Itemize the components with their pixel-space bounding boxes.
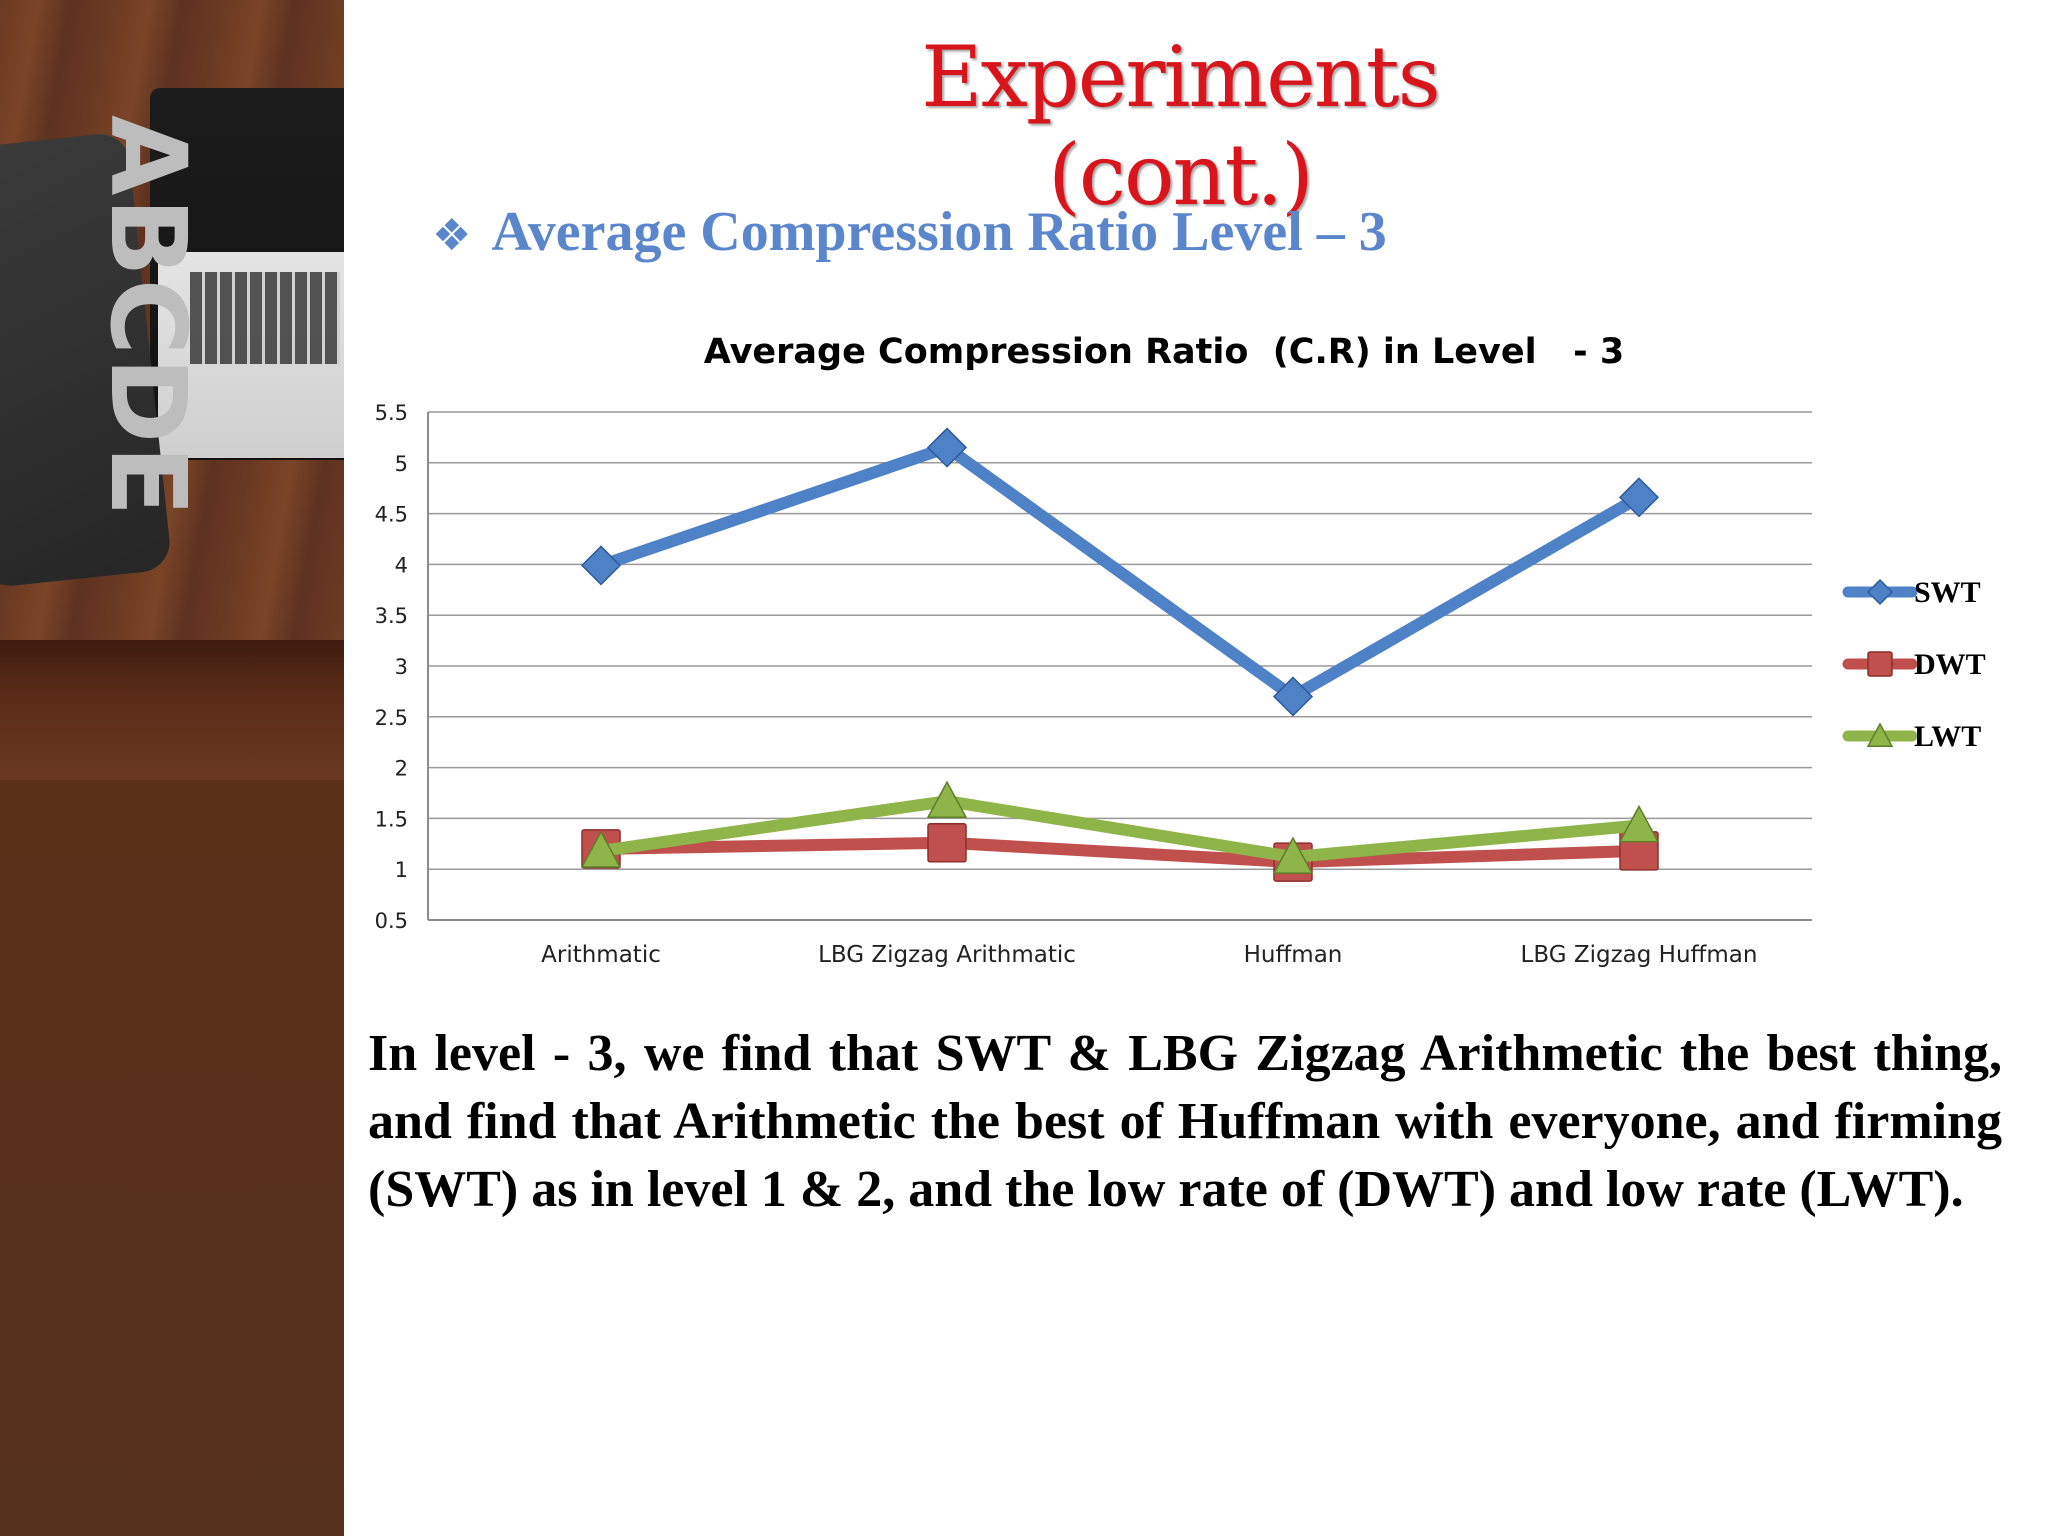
x-tick-label: Arithmatic bbox=[541, 942, 661, 968]
y-tick-label: 2.5 bbox=[375, 706, 408, 730]
legend-label-dwt: DWT bbox=[1914, 648, 1986, 681]
data-point-swt bbox=[1272, 676, 1314, 717]
legend: SWT DWT LWT bbox=[1842, 576, 1986, 753]
series-line-swt bbox=[595, 441, 1645, 703]
series-swt bbox=[580, 427, 1660, 717]
x-axis-ticks: Arithmatic LBG Zigzag Arithmatic Huffman LB… bbox=[541, 942, 1757, 968]
y-tick-label: 1.5 bbox=[375, 807, 408, 831]
body-paragraph: In level - 3, we find that SWT & LBG Zig… bbox=[368, 1025, 2002, 1218]
data-point-lwt bbox=[926, 780, 968, 819]
bench-front bbox=[0, 780, 344, 1536]
data-point-lwt bbox=[1272, 836, 1314, 874]
x-tick-label: Huffman bbox=[1244, 942, 1343, 968]
data-point-dwt bbox=[927, 823, 967, 863]
laptop-keyboard bbox=[190, 272, 340, 364]
data-point-lwt bbox=[1618, 804, 1660, 843]
legend-marker-swt bbox=[1866, 578, 1894, 606]
data-point-lwt bbox=[580, 830, 622, 868]
legend-label-lwt: LWT bbox=[1914, 720, 1981, 753]
y-tick-label: 4 bbox=[395, 553, 408, 577]
data-point-swt bbox=[580, 545, 622, 586]
subheading-text: Average Compression Ratio Level – 3 bbox=[491, 201, 1387, 263]
chart-title: Average Compression Ratio (C.R) in Level… bbox=[704, 332, 1624, 372]
y-tick-label: 0.5 bbox=[375, 909, 408, 933]
legend-entry-dwt: DWT bbox=[1842, 648, 1986, 681]
subheading: ❖ Average Compression Ratio Level – 3 bbox=[432, 200, 1387, 264]
y-tick-label: 1 bbox=[395, 858, 408, 882]
pillow-letters: ABCDE bbox=[87, 115, 209, 519]
data-point-swt bbox=[926, 427, 968, 468]
y-tick-label: 5 bbox=[395, 452, 408, 476]
data-point-swt bbox=[1618, 477, 1660, 518]
series-line-lwt bbox=[595, 795, 1645, 864]
x-tick-label: LBG Zigzag Huffman bbox=[1521, 942, 1758, 968]
legend-marker-dwt bbox=[1867, 651, 1893, 677]
diamond-bullet-icon: ❖ bbox=[432, 210, 472, 261]
legend-marker-lwt bbox=[1866, 722, 1894, 747]
y-tick-label: 2 bbox=[395, 757, 408, 781]
series-lines bbox=[580, 427, 1660, 882]
y-tick-label: 4.5 bbox=[375, 503, 408, 527]
y-tick-label: 5.5 bbox=[375, 401, 408, 425]
gridlines bbox=[427, 411, 1812, 921]
x-tick-label: LBG Zigzag Arithmatic bbox=[818, 942, 1076, 968]
series-line-dwt bbox=[595, 836, 1645, 869]
legend-label-swt: SWT bbox=[1914, 576, 1981, 609]
line-chart: Average Compression Ratio (C.R) in Level… bbox=[375, 332, 1986, 968]
y-tick-label: 3.5 bbox=[375, 604, 408, 628]
slide-title: Experiments (cont.) bbox=[921, 28, 1441, 224]
legend-entry-lwt: LWT bbox=[1842, 720, 1981, 753]
y-tick-label: 3 bbox=[395, 655, 408, 679]
legend-entry-swt: SWT bbox=[1842, 576, 1981, 609]
y-axis-ticks: 0.5 1 1.5 2 2.5 3 3.5 4 4.5 5 5.5 bbox=[375, 401, 408, 933]
decorative-photo: ABCDE bbox=[0, 0, 344, 1536]
series-lwt bbox=[580, 780, 1660, 874]
wooden-bench bbox=[0, 640, 344, 780]
